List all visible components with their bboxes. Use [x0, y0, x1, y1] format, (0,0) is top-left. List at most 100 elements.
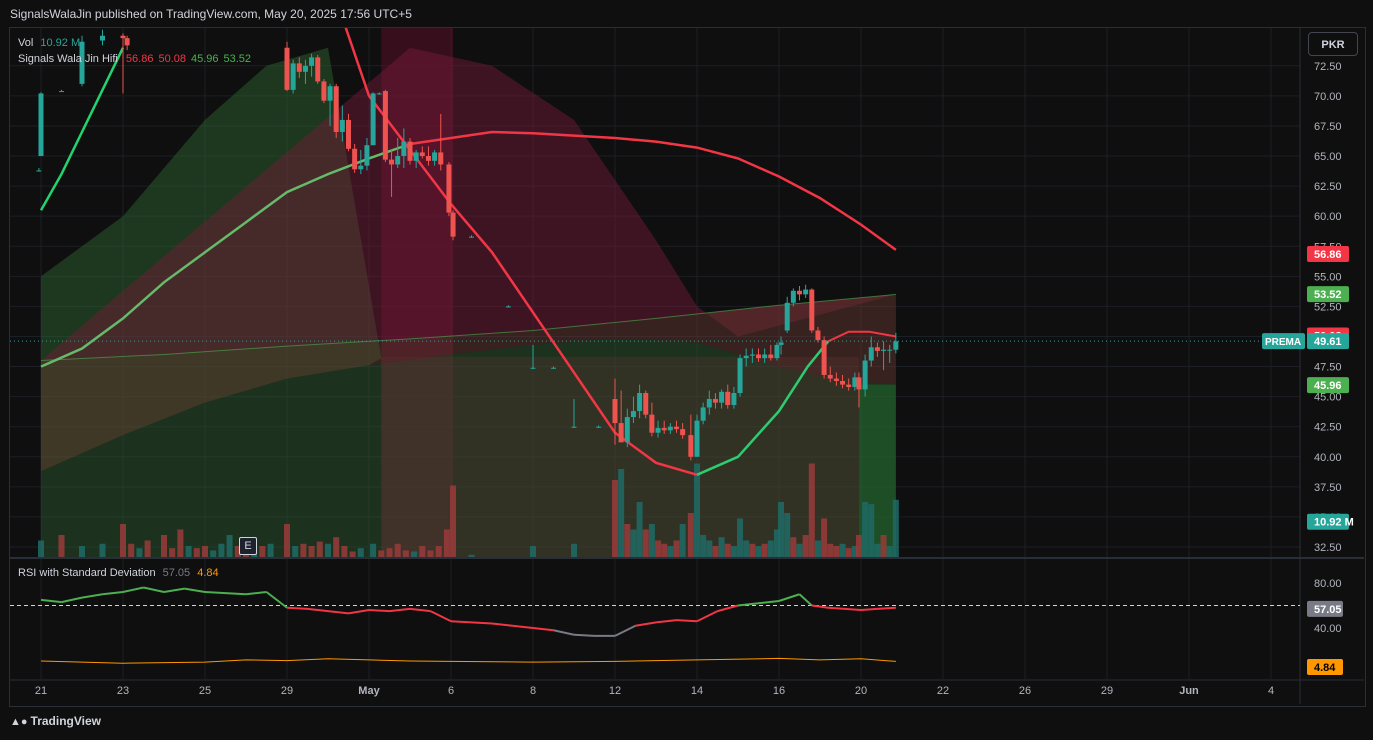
price-tick-label-10: 47.50: [1314, 362, 1342, 374]
rsi-segment-37: [798, 593, 813, 607]
rsi-segment-3: [102, 591, 124, 596]
time-tick-label-15: 4: [1268, 685, 1274, 697]
rsi-tick-label-2: 40.00: [1314, 623, 1342, 635]
volume-legend: Vol 10.92 M: [18, 35, 251, 51]
candle-body-9: [296, 63, 302, 72]
candle-body-32: [438, 152, 444, 165]
volume-bar-72: [773, 529, 780, 557]
price-tick-label-3: 65.00: [1314, 151, 1342, 163]
volume-bar-89: [874, 543, 881, 557]
candle-body-38: [551, 367, 556, 369]
rsi-segment-5: [143, 586, 165, 593]
volume-bar-77: [802, 535, 809, 557]
volume-bar-12: [193, 548, 200, 557]
volume-legend-name: Vol: [18, 37, 34, 49]
volume-bar-80: [821, 518, 828, 557]
volume-bar-8: [161, 535, 167, 557]
candle-body-42: [618, 423, 624, 443]
rsi-segment-21: [471, 621, 493, 625]
candle-body-76: [827, 374, 833, 379]
volume-bar-90: [880, 535, 887, 557]
candle-body-33: [446, 164, 452, 213]
volume-bar-53: [655, 540, 662, 557]
indicator-legend-name: Signals Wala Jin Hifi: [18, 53, 118, 65]
publisher-header: SignalsWalaJin published on TradingView.…: [10, 7, 412, 21]
volume-bar-83: [839, 543, 846, 557]
volume-bar-4: [120, 524, 126, 557]
rsi-segment-30: [655, 619, 677, 624]
rsi-segment-12: [286, 606, 308, 610]
volume-bar-66: [737, 518, 744, 557]
volume-bar-81: [827, 543, 834, 557]
rsi-label-bg-1: [1307, 659, 1343, 675]
rsi-segment-7: [184, 587, 206, 593]
candle-body-29: [419, 152, 425, 157]
indicator-legend: Signals Wala Jin Hifi 56.86 50.08 45.96 53.…: [18, 51, 251, 67]
rsi-segment-20: [450, 620, 472, 624]
time-tick-label-13: 29: [1101, 685, 1113, 697]
price-tick-label-12: 42.50: [1314, 422, 1342, 434]
candle-body-62: [743, 355, 749, 359]
rsi-segment-42: [877, 606, 896, 610]
candle-body-60: [731, 393, 737, 406]
candle-body-28: [413, 152, 419, 161]
volume-bar-87: [862, 502, 869, 557]
volume-bar-0: [38, 540, 44, 557]
volume-bar-68: [749, 543, 756, 557]
earnings-badge[interactable]: E: [239, 537, 257, 555]
volume-bar-38: [419, 546, 426, 557]
volume-bar-13: [202, 546, 208, 557]
channel-fill: [41, 294, 896, 472]
candle-body-81: [856, 377, 862, 390]
volume-bar-56: [673, 540, 680, 557]
rsi-segment-23: [512, 624, 534, 629]
candle-body-84: [874, 347, 880, 351]
candle-body-58: [719, 391, 725, 403]
time-tick-label-9: 16: [773, 685, 785, 697]
indicator-legend-value-3: 53.52: [223, 53, 252, 65]
candle-body-71: [797, 290, 802, 295]
volume-bar-46: [612, 480, 618, 557]
rsi-segment-33: [717, 604, 739, 613]
rsi-segment-11: [265, 591, 288, 609]
candle-body-11: [309, 57, 315, 66]
price-tag-3: PREMA: [1265, 337, 1301, 348]
time-tick-label-3: 29: [281, 685, 293, 697]
rsi-segment-13: [307, 607, 329, 613]
time-tick-label-11: 22: [937, 685, 949, 697]
price-tag-bg-3: [1262, 333, 1305, 350]
lower-area-fill: [41, 338, 896, 557]
rsi-segment-17: [389, 607, 411, 613]
time-tick-label-7: 12: [609, 685, 621, 697]
volume-bar-15: [218, 543, 225, 557]
volume-bar-30: [349, 551, 356, 557]
price-tick-label-1: 70.00: [1314, 91, 1342, 103]
price-tick-label-8: 52.50: [1314, 301, 1342, 313]
candle-body-26: [401, 141, 407, 157]
candle-body-35: [469, 236, 474, 238]
volume-bar-58: [687, 513, 694, 557]
price-tick-label-2: 67.50: [1314, 121, 1342, 133]
candle-body-87: [893, 341, 899, 350]
bearish-cloud: [41, 47, 896, 361]
volume-bar-24: [300, 543, 307, 557]
candle-body-27: [407, 141, 413, 161]
rsi-segment-15: [348, 609, 370, 615]
rsi-std-line: [40, 657, 896, 664]
indicator-legend-value-0: 56.86: [125, 53, 154, 65]
rsi-legend-value2: 4.84: [197, 567, 219, 579]
volume-bar-29: [341, 546, 348, 557]
rsi-segment-34: [737, 602, 759, 607]
volume-bar-20: [259, 546, 266, 557]
fast-ma-red-2: [827, 330, 897, 343]
candle-body-49: [661, 427, 667, 431]
rsi-segment-22: [491, 622, 513, 627]
rsi-segment-1: [61, 596, 83, 604]
rsi-segment-19: [430, 610, 452, 623]
currency-button[interactable]: PKR: [1308, 32, 1358, 56]
main-legend: Vol 10.92 M Signals Wala Jin Hifi 56.86 5…: [18, 35, 251, 67]
rsi-segment-32: [696, 610, 718, 623]
rsi-legend: RSI with Standard Deviation 57.05 4.84: [18, 567, 219, 579]
volume-bar-74: [784, 513, 791, 557]
